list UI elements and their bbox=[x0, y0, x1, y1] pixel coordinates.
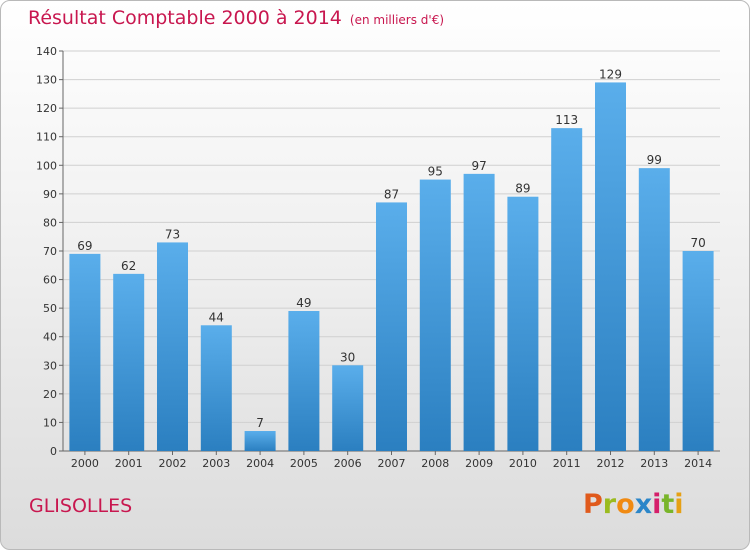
bar-2004 bbox=[244, 431, 276, 451]
value-label: 87 bbox=[384, 187, 399, 201]
logo-letter: o bbox=[616, 489, 635, 520]
y-tick-label: 30 bbox=[43, 359, 57, 372]
bars bbox=[69, 82, 714, 452]
y-tick-label: 90 bbox=[43, 188, 57, 201]
bar-2007 bbox=[376, 202, 407, 451]
x-tick-label: 2006 bbox=[334, 457, 362, 470]
x-tick-label: 2001 bbox=[115, 457, 143, 470]
x-tick-label: 2005 bbox=[290, 457, 318, 470]
bar-2014 bbox=[682, 251, 714, 451]
x-tick-label: 2004 bbox=[246, 457, 274, 470]
x-tick-label: 2007 bbox=[378, 457, 406, 470]
value-label: 62 bbox=[121, 259, 136, 273]
logo-letter: x bbox=[634, 489, 653, 520]
value-label: 49 bbox=[296, 296, 311, 310]
x-tick-label: 2000 bbox=[71, 457, 99, 470]
bar-2001 bbox=[113, 273, 145, 451]
value-label: 97 bbox=[471, 159, 486, 173]
value-label: 70 bbox=[690, 236, 705, 250]
x-tick-label: 2011 bbox=[553, 457, 581, 470]
x-tick-label: 2012 bbox=[597, 457, 625, 470]
bar-2005 bbox=[288, 311, 320, 451]
y-tick-label: 0 bbox=[50, 445, 57, 458]
y-tick-label: 80 bbox=[43, 216, 57, 229]
y-tick-label: 40 bbox=[43, 331, 57, 344]
value-label: 69 bbox=[77, 239, 92, 253]
bar-2009 bbox=[463, 173, 495, 451]
bar-2008 bbox=[419, 179, 451, 452]
chart-subtitle: (en milliers d'€) bbox=[349, 13, 445, 27]
y-tick-label: 120 bbox=[36, 102, 57, 115]
y-tick-label: 100 bbox=[36, 159, 57, 172]
value-label: 7 bbox=[256, 416, 264, 430]
logo-letter: i bbox=[674, 489, 684, 520]
commune-name: GLISOLLES bbox=[29, 495, 133, 517]
y-tick-label: 60 bbox=[43, 274, 57, 287]
logo-letter: P bbox=[583, 489, 603, 520]
logo-letter: i bbox=[652, 489, 662, 520]
x-tick-label: 2008 bbox=[421, 457, 449, 470]
x-tick-label: 2002 bbox=[159, 457, 187, 470]
value-labels: 69 62 73 44 7 49 30 87 95 97 89 113 129 99 70 bbox=[77, 67, 705, 430]
value-label: 129 bbox=[599, 67, 622, 81]
logo-letter: r bbox=[602, 489, 617, 520]
value-label: 44 bbox=[209, 310, 224, 324]
axes: 0 10 20 30 40 50 60 70 80 90 100 110 120 130 140 2000 20… bbox=[36, 45, 720, 470]
bar-2011 bbox=[551, 128, 583, 451]
y-tick-label: 50 bbox=[43, 302, 57, 315]
value-label: 73 bbox=[165, 227, 180, 241]
y-tick-label: 110 bbox=[36, 131, 57, 144]
value-label: 99 bbox=[647, 153, 662, 167]
y-tick-label: 140 bbox=[36, 45, 57, 58]
y-tick-label: 20 bbox=[43, 388, 57, 401]
value-label: 89 bbox=[515, 182, 530, 196]
chart-title: Résultat Comptable 2000 à 2014 (en millie… bbox=[28, 7, 444, 29]
y-tick-label: 10 bbox=[43, 416, 57, 429]
bar-2012 bbox=[595, 82, 626, 451]
bar-2006 bbox=[332, 365, 364, 451]
x-tick-label: 2014 bbox=[684, 457, 712, 470]
x-tick-label: 2009 bbox=[465, 457, 493, 470]
chart-title-text: Résultat Comptable 2000 à 2014 bbox=[28, 7, 342, 29]
y-tick-label: 70 bbox=[43, 245, 57, 258]
x-tick-label: 2010 bbox=[509, 457, 537, 470]
logo-letter: t bbox=[661, 489, 675, 520]
value-label: 30 bbox=[340, 350, 355, 364]
bar-2002 bbox=[157, 242, 188, 451]
proxiti-logo: Proxiti bbox=[583, 489, 684, 520]
bar-2000 bbox=[69, 253, 101, 451]
value-label: 95 bbox=[428, 165, 443, 179]
x-tick-label: 2013 bbox=[640, 457, 668, 470]
bar-2010 bbox=[507, 196, 539, 451]
value-label: 113 bbox=[555, 113, 578, 127]
bar-2013 bbox=[638, 168, 670, 451]
y-tick-label: 130 bbox=[36, 74, 57, 87]
x-tick-label: 2003 bbox=[202, 457, 230, 470]
bar-2003 bbox=[200, 325, 232, 451]
